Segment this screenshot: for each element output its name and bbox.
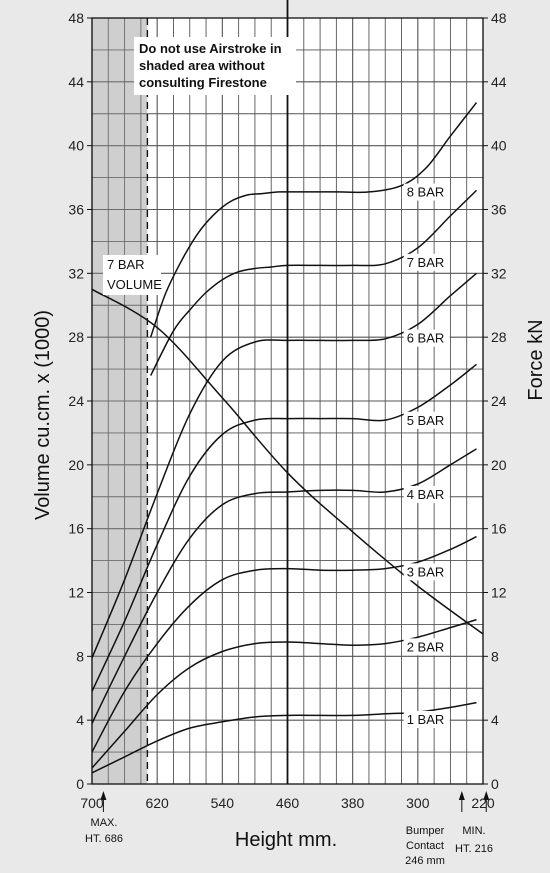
y-tick-label-left: 32: [68, 265, 84, 281]
series-line-4-bar: [91, 448, 477, 724]
series-label-3-bar: 3 BAR: [407, 564, 445, 579]
series-label-6-bar: 6 BAR: [407, 331, 445, 346]
axes: [87, 0, 490, 812]
bumper-contact-line-1: Bumper: [406, 825, 445, 837]
y-tick-label-left: 28: [68, 329, 84, 345]
y-tick-label-right: 48: [491, 10, 507, 26]
note-line-3: consulting Firestone: [139, 75, 267, 90]
series-label-bg-7-bar: [403, 253, 450, 271]
min-height-line-2: HT. 216: [455, 843, 493, 855]
series-label-bg-4-bar: [403, 485, 450, 503]
y-tick-label-left: 0: [76, 776, 84, 792]
x-tick-label: 300: [406, 795, 430, 811]
y-tick-label-right: 28: [491, 329, 507, 345]
bumper-contact-line-2: Contact: [406, 840, 444, 852]
max-height-arrow-head: [100, 791, 107, 800]
series-label-2-bar: 2 BAR: [407, 639, 445, 654]
x-tick-label: 700: [80, 795, 104, 811]
series-label-bg-5-bar: [403, 411, 450, 429]
y-tick-label-right: 44: [491, 74, 507, 90]
y-tick-label-left: 8: [76, 648, 84, 664]
series-line-3-bar: [91, 535, 477, 753]
min-height-line-1: MIN.: [462, 825, 485, 837]
y-tick-label-right: 24: [491, 393, 507, 409]
volume-line: [91, 288, 484, 635]
y-tick-label-right: 20: [491, 457, 507, 473]
x-axis-label: Height mm.: [235, 829, 337, 851]
y-tick-label-left: 40: [68, 138, 84, 154]
y-tick-label-right: 16: [491, 521, 507, 537]
series-label-bg-8-bar: [403, 183, 450, 201]
x-tick-label: 220: [471, 795, 495, 811]
series-label-4-bar: 4 BAR: [407, 487, 445, 502]
x-tick-label: 380: [341, 795, 365, 811]
y-tick-label-left: 16: [68, 521, 84, 537]
note-line-2: shaded area without: [139, 58, 265, 73]
max-height-line-1: MAX.: [91, 817, 118, 829]
series-line-5-bar: [91, 363, 477, 692]
series-line-2-bar: [91, 618, 477, 769]
x-tick-label: 540: [211, 795, 235, 811]
y-tick-label-right: 32: [491, 265, 507, 281]
note-box: [134, 37, 296, 95]
y-tick-label-right: 36: [491, 202, 507, 218]
y-tick-label-right: 12: [491, 585, 507, 601]
series-label-bg-6-bar: [403, 329, 450, 347]
y-tick-label-right: 40: [491, 138, 507, 154]
series-line-8-bar: [149, 102, 478, 338]
y-tick-label-right: 8: [491, 648, 499, 664]
y-tick-label-right: 0: [491, 776, 499, 792]
bumper-contact-arrow-head: [458, 791, 465, 800]
series-label-7-bar: 7 BAR: [407, 255, 445, 270]
y-tick-label-left: 20: [68, 457, 84, 473]
x-tick-label: 620: [145, 795, 169, 811]
bumper-contact-line-3: 246 mm: [405, 855, 445, 867]
series: [91, 102, 484, 774]
volume-label-box: [103, 255, 161, 295]
series-line-6-bar: [91, 272, 477, 659]
series-label-bg-3-bar: [403, 563, 450, 581]
shaded-area: [92, 18, 148, 784]
y-axis-label-right: Force kN: [525, 319, 547, 400]
series-label-bg-1-bar: [403, 710, 450, 728]
y-tick-label-left: 4: [76, 712, 84, 728]
y-axis-label-left: Volume cu.cm. x (1000): [32, 310, 54, 520]
series-label-5-bar: 5 BAR: [407, 413, 445, 428]
y-tick-label-right: 4: [491, 712, 499, 728]
volume-label-line-1: 7 BAR: [107, 257, 145, 272]
series-label-1-bar: 1 BAR: [407, 712, 445, 727]
y-tick-label-left: 12: [68, 585, 84, 601]
min-height-arrow-head: [483, 791, 490, 800]
series-label-8-bar: 8 BAR: [407, 185, 445, 200]
y-tick-label-left: 24: [68, 393, 84, 409]
y-tick-label-left: 48: [68, 10, 84, 26]
y-tick-label-left: 36: [68, 202, 84, 218]
series-label-bg-2-bar: [403, 638, 450, 656]
note-line-1: Do not use Airstroke in: [139, 41, 282, 56]
y-tick-label-left: 44: [68, 74, 84, 90]
x-tick-label: 460: [276, 795, 300, 811]
max-height-line-2: HT. 686: [85, 833, 123, 845]
volume-label-line-2: VOLUME: [107, 277, 162, 292]
